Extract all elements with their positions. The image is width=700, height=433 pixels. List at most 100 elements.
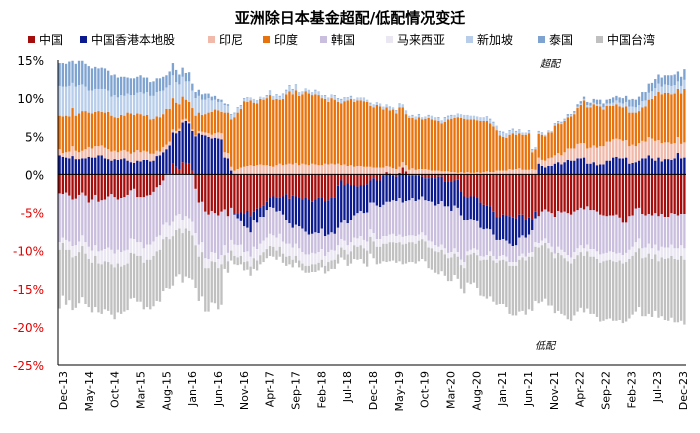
bar-segment	[586, 163, 589, 175]
bar-segment	[621, 103, 625, 108]
bar-segment	[472, 172, 476, 175]
bar-segment	[84, 149, 87, 159]
bar-segment	[71, 82, 74, 109]
bar-segment	[233, 170, 236, 175]
bar-segment	[84, 242, 87, 254]
bar-segment	[534, 246, 537, 301]
bar-segment	[505, 174, 508, 216]
bar-segment	[667, 85, 670, 93]
bar-segment	[149, 194, 152, 245]
bar-segment	[301, 94, 304, 164]
bar-segment	[90, 250, 94, 263]
bar-segment	[411, 242, 414, 263]
bar-segment	[294, 162, 298, 175]
legend-label: 中国	[39, 32, 63, 47]
bar-segment	[223, 112, 226, 153]
bar-segment	[621, 255, 625, 264]
bar-segment	[171, 221, 175, 237]
bar-segment	[657, 157, 660, 175]
bar-segment	[213, 133, 217, 138]
bar-segment	[255, 208, 259, 223]
bar-segment	[336, 185, 340, 228]
bar-segment	[204, 93, 207, 100]
bar-segment	[116, 263, 120, 313]
bar-segment	[103, 174, 107, 200]
bar-segment	[657, 216, 660, 251]
bar-segment	[220, 255, 223, 265]
bar-segment	[566, 117, 570, 149]
bar-segment	[139, 161, 142, 175]
bar-segment	[569, 148, 573, 161]
bar-segment	[275, 98, 278, 166]
bar-segment	[288, 163, 291, 175]
bar-segment	[178, 130, 181, 170]
bar-segment	[174, 230, 178, 277]
bar-segment	[139, 174, 142, 198]
bar-segment	[417, 114, 421, 115]
bar-segment	[411, 174, 414, 176]
bar-segment	[537, 163, 540, 175]
bar-segment	[90, 113, 94, 149]
bar-segment	[647, 92, 650, 100]
bar-segment	[291, 195, 294, 228]
bar-segment	[359, 210, 362, 237]
bar-segment	[469, 254, 472, 285]
bar-segment	[375, 167, 379, 175]
bar-segment	[330, 232, 333, 250]
bar-segment	[440, 244, 443, 250]
x-tick-label: May-14	[83, 371, 96, 412]
bar-segment	[670, 213, 673, 245]
bar-segment	[200, 131, 204, 135]
bar-segment	[152, 81, 155, 96]
bar-segment	[634, 112, 637, 147]
bar-segment	[650, 98, 654, 139]
bar-segment	[226, 216, 230, 253]
bar-segment	[472, 196, 476, 221]
bar-segment	[259, 207, 262, 218]
bar-segment	[446, 119, 450, 172]
bar-segment	[589, 249, 592, 257]
bar-segment	[349, 220, 353, 243]
bar-segment	[129, 113, 132, 154]
bar-segment	[103, 199, 107, 250]
bar-segment	[61, 153, 65, 157]
bar-segment	[670, 244, 673, 256]
bar-segment	[579, 245, 582, 253]
bar-segment	[676, 248, 680, 260]
bar-segment	[589, 102, 592, 106]
bar-segment	[676, 137, 680, 154]
bar-segment	[401, 174, 404, 203]
bar-segment	[233, 214, 236, 245]
bar-segment	[171, 236, 175, 286]
bar-segment	[94, 88, 97, 112]
bar-segment	[524, 237, 527, 257]
bar-segment	[119, 252, 123, 267]
bar-segment	[336, 98, 340, 99]
bar-segment	[650, 215, 654, 249]
legend-swatch	[263, 36, 270, 43]
bar-segment	[178, 128, 181, 131]
bar-segment	[116, 152, 120, 160]
bar-segment	[158, 235, 162, 250]
bar-segment	[459, 174, 463, 192]
bar-segment	[87, 259, 90, 308]
bar-segment	[599, 174, 602, 215]
bar-segment	[61, 194, 65, 238]
bar-segment	[139, 75, 142, 93]
bar-segment	[589, 147, 592, 164]
bar-segment	[463, 268, 466, 294]
bar-segment	[540, 159, 544, 166]
bar-segment	[547, 130, 550, 133]
bar-segment	[401, 167, 404, 175]
bar-segment	[654, 174, 657, 214]
bar-segment	[233, 255, 236, 265]
bar-segment	[398, 104, 401, 108]
bar-segment	[476, 116, 479, 121]
bar-segment	[210, 261, 213, 303]
bar-segment	[210, 111, 213, 135]
bar-segment	[200, 114, 204, 132]
bar-segment	[586, 251, 589, 309]
bar-segment	[197, 133, 200, 175]
bar-segment	[647, 99, 650, 138]
bar-segment	[566, 114, 570, 116]
